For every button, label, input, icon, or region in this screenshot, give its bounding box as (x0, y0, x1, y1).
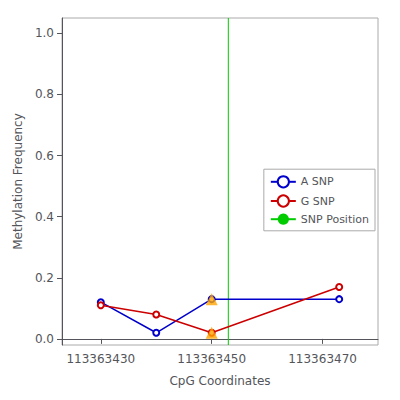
svg-text:113363470: 113363470 (288, 352, 357, 366)
svg-text:0.8: 0.8 (35, 87, 54, 101)
svg-text:113363450: 113363450 (177, 352, 246, 366)
svg-text:SNP Position: SNP Position (301, 213, 369, 226)
svg-text:G SNP: G SNP (301, 195, 335, 208)
svg-text:1.0: 1.0 (35, 26, 54, 40)
svg-text:A SNP: A SNP (301, 175, 334, 188)
svg-text:Methylation Frequency: Methylation Frequency (11, 113, 25, 250)
svg-text:113363430: 113363430 (66, 352, 135, 366)
svg-text:0.6: 0.6 (35, 149, 54, 163)
svg-text:CpG Coordinates: CpG Coordinates (169, 374, 270, 388)
svg-text:0.2: 0.2 (35, 271, 54, 285)
svg-text:0.4: 0.4 (35, 210, 54, 224)
svg-text:0.0: 0.0 (35, 332, 54, 346)
